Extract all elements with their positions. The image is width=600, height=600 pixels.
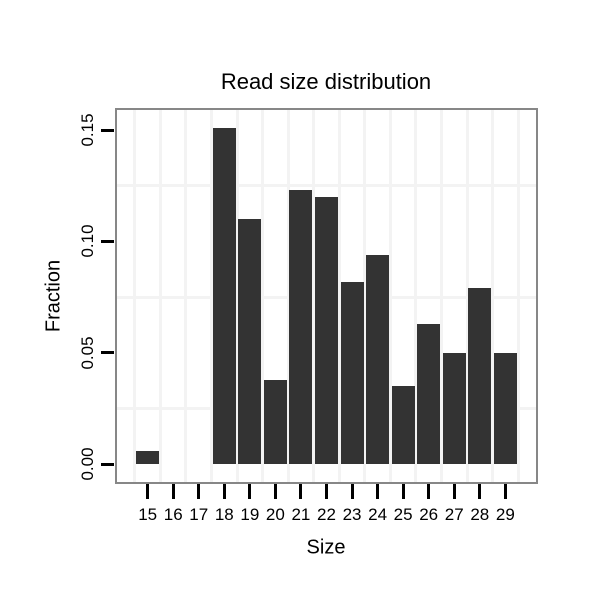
bar-20 (263, 379, 287, 465)
x-tick-label-29: 29 (495, 505, 515, 524)
y-tick-label-0.00: 0.00 (78, 447, 97, 481)
y-tick-0.15 (101, 128, 114, 132)
plot-panel (115, 108, 538, 484)
x-tick-18 (222, 484, 226, 499)
y-axis-title: Fraction (42, 259, 65, 333)
x-tick-25 (401, 484, 405, 499)
x-tick-label-23: 23 (342, 505, 362, 524)
bar-25 (391, 386, 415, 465)
x-tick-label-22: 22 (317, 505, 336, 524)
x-tick-20 (273, 484, 277, 499)
x-tick-label-21: 21 (291, 505, 311, 524)
bar-15 (136, 450, 160, 465)
chart-title: Read size distribution (220, 69, 432, 94)
x-tick-label-24: 24 (368, 505, 388, 524)
bar-21 (289, 190, 313, 465)
y-tick-label-0.05: 0.05 (78, 336, 97, 370)
x-tick-label-15: 15 (138, 505, 158, 524)
bar-22 (315, 196, 338, 465)
x-tick-label-28: 28 (470, 505, 490, 524)
x-tick-label-25: 25 (393, 505, 413, 524)
bar-26 (417, 323, 441, 465)
x-tick-label-17: 17 (189, 505, 209, 524)
y-tick-label-0.10: 0.10 (78, 224, 97, 258)
x-tick-27 (452, 484, 456, 499)
bar-29 (493, 352, 517, 465)
x-tick-22 (325, 484, 328, 499)
x-tick-15 (146, 484, 150, 499)
x-tick-label-16: 16 (163, 505, 183, 524)
x-tick-label-20: 20 (265, 505, 285, 524)
bar-27 (442, 352, 466, 465)
x-tick-label-19: 19 (240, 505, 260, 524)
x-tick-label-26: 26 (419, 505, 439, 524)
y-tick-0.00 (101, 462, 114, 466)
x-tick-17 (197, 484, 201, 499)
bar-28 (468, 288, 492, 465)
bar-24 (366, 254, 390, 465)
x-tick-24 (376, 484, 380, 499)
y-tick-0.10 (101, 239, 114, 243)
x-tick-28 (478, 484, 482, 499)
x-axis-title: Size (306, 536, 346, 559)
x-tick-29 (503, 484, 507, 499)
x-tick-23 (350, 484, 354, 499)
bar-18 (212, 127, 236, 465)
bar-19 (238, 219, 262, 465)
y-tick-0.05 (101, 351, 114, 355)
x-tick-label-27: 27 (444, 505, 464, 524)
y-tick-label-0.15: 0.15 (78, 113, 97, 147)
x-tick-label-18: 18 (214, 505, 234, 524)
x-tick-21 (299, 484, 303, 499)
plot-area (117, 110, 536, 482)
x-tick-26 (427, 484, 431, 499)
x-tick-19 (248, 484, 252, 499)
minor-gridline-horizontal (117, 184, 536, 188)
bar-23 (340, 281, 364, 465)
x-tick-16 (171, 484, 175, 499)
